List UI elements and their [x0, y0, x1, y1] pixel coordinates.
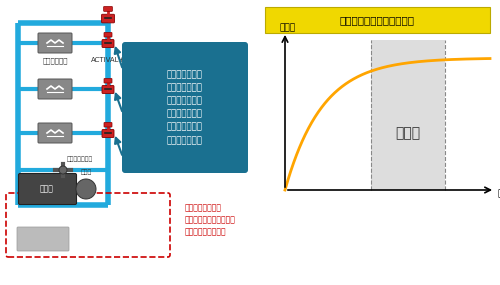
Text: 熱源機: 熱源機	[40, 184, 54, 194]
FancyBboxPatch shape	[38, 33, 72, 53]
Text: ACTIVAL+: ACTIVAL+	[91, 57, 125, 63]
FancyBboxPatch shape	[104, 123, 112, 127]
Text: 過流量分を抑制し: 過流量分を抑制し	[185, 203, 222, 212]
Text: ポンプ: ポンプ	[80, 169, 92, 175]
FancyBboxPatch shape	[265, 7, 490, 33]
Text: 空調機は一定量
以上冷温水を流
しても熱交換能
力が向上しない
ため、流量を測
定して制限する: 空調機は一定量 以上冷温水を流 しても熱交換能 力が向上しない ため、流量を測 …	[167, 70, 203, 145]
FancyBboxPatch shape	[104, 7, 112, 11]
Circle shape	[59, 166, 67, 174]
Circle shape	[76, 179, 96, 199]
FancyBboxPatch shape	[38, 79, 72, 99]
FancyBboxPatch shape	[102, 40, 114, 48]
FancyBboxPatch shape	[18, 174, 76, 205]
FancyBboxPatch shape	[122, 42, 248, 173]
Text: 省エネルギーを実現: 省エネルギーを実現	[185, 227, 226, 236]
Text: 熱出力: 熱出力	[280, 23, 296, 32]
Text: 流量: 流量	[498, 190, 500, 198]
FancyBboxPatch shape	[17, 227, 69, 251]
FancyBboxPatch shape	[102, 86, 114, 93]
FancyBboxPatch shape	[102, 129, 114, 137]
Text: 空調機コイル: 空調機コイル	[42, 57, 68, 64]
FancyBboxPatch shape	[104, 32, 112, 37]
FancyBboxPatch shape	[102, 14, 114, 23]
FancyBboxPatch shape	[104, 78, 112, 83]
Text: 過流量: 過流量	[396, 126, 420, 140]
Text: バイパスバルブ: バイパスバルブ	[67, 156, 93, 162]
FancyBboxPatch shape	[38, 123, 72, 143]
Text: 熱源機の運転を削減して: 熱源機の運転を削減して	[185, 215, 236, 224]
Bar	[371, 40, 445, 190]
Text: 空調機コイルの熱交換能力: 空調機コイルの熱交換能力	[340, 15, 414, 25]
